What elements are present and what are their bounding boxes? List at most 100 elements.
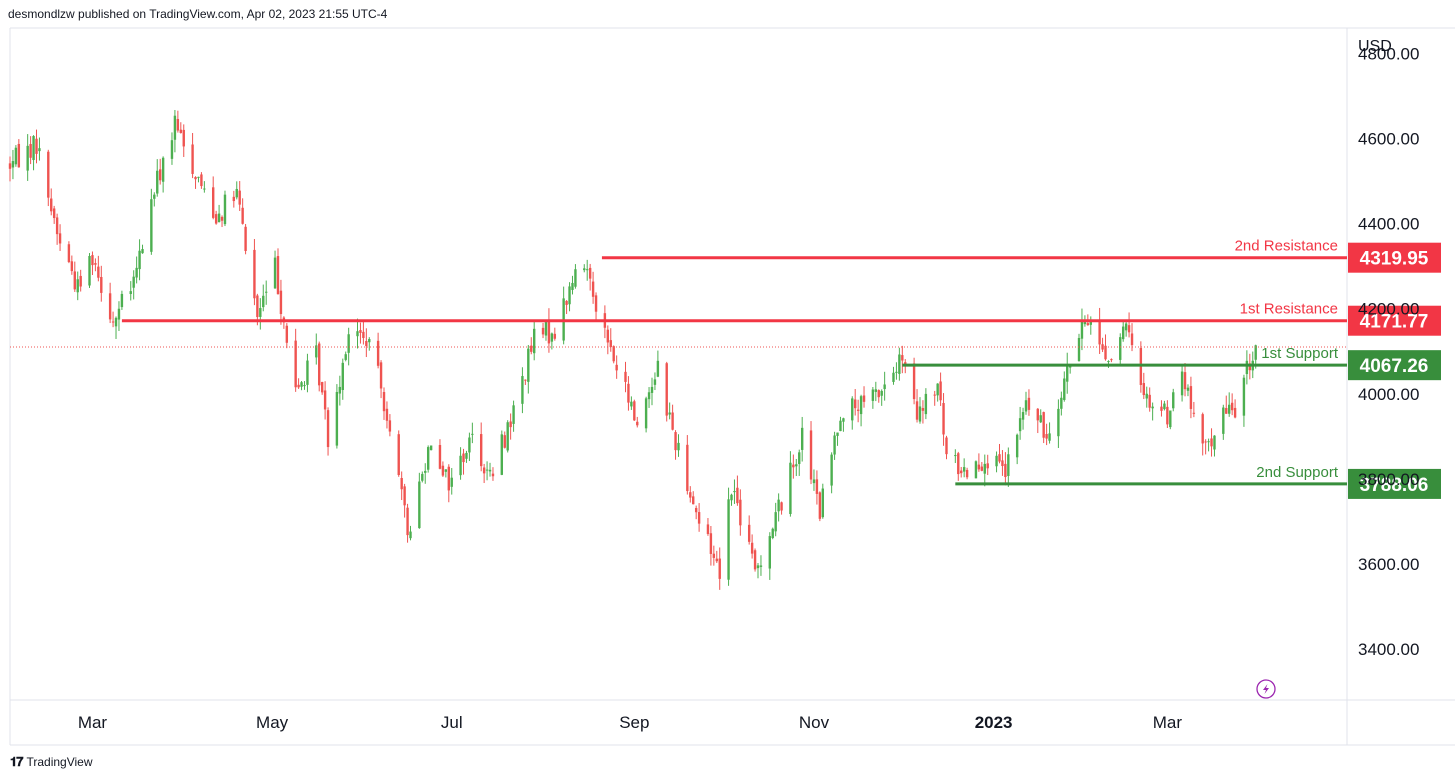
candle-body: [1048, 433, 1051, 441]
candle-body: [67, 244, 71, 263]
candle-body: [117, 308, 121, 320]
y-tick-label: 3400.00: [1358, 640, 1419, 659]
candle-body: [606, 329, 610, 343]
candle-body: [771, 528, 774, 538]
candle-body: [1180, 371, 1184, 396]
candle-body: [376, 340, 380, 366]
candle-body: [630, 401, 633, 407]
candle-body: [1169, 410, 1172, 428]
x-tick-label: May: [256, 713, 289, 732]
candle-body: [506, 422, 509, 451]
candle-body: [1060, 397, 1063, 409]
candle-body: [627, 383, 630, 403]
candle-body: [1230, 402, 1234, 411]
candle-body: [108, 293, 112, 320]
price-axis[interactable]: 4800.00 4600.00 4400.00 4200.00 4000.00 3800.…: [1358, 45, 1419, 659]
candle-body: [341, 362, 344, 391]
candle-body: [565, 300, 568, 305]
candle-body: [88, 256, 91, 286]
candle-body: [532, 328, 536, 354]
candle-body: [568, 286, 571, 305]
candle-body: [359, 330, 362, 333]
candle-body: [1121, 326, 1125, 340]
candle-body: [212, 187, 215, 218]
candle-body: [1077, 337, 1081, 362]
candle-body: [297, 384, 300, 388]
candle-body: [980, 466, 984, 471]
level-price-tag: [1348, 350, 1441, 381]
candle-body: [656, 360, 660, 377]
candle-body: [158, 169, 162, 181]
y-tick-label: 4400.00: [1358, 215, 1419, 234]
candle-body: [547, 320, 551, 344]
candle-body: [901, 355, 904, 361]
candle-body: [624, 371, 627, 382]
candle-body: [677, 442, 680, 451]
candle-body: [1148, 394, 1151, 408]
candle-body: [792, 464, 795, 468]
candle-body: [244, 226, 247, 251]
candle-body: [821, 488, 825, 518]
candle-body: [1225, 408, 1228, 414]
candle-body: [830, 454, 833, 486]
candle-body: [97, 266, 100, 278]
candle-body: [1036, 408, 1039, 421]
candle-body: [1254, 345, 1257, 360]
candle-body: [665, 363, 668, 416]
candle-body: [356, 331, 359, 337]
candle-body: [945, 437, 948, 455]
candle-body: [429, 445, 433, 451]
y-tick-label: 4600.00: [1358, 130, 1419, 149]
candle-body: [444, 469, 448, 472]
candle-body: [612, 346, 615, 362]
candle-body: [217, 213, 221, 223]
candle-body: [156, 170, 159, 194]
candle-body: [842, 418, 845, 422]
candle-body: [347, 334, 350, 353]
x-tick-label: Jul: [441, 713, 463, 732]
candle-body: [759, 565, 763, 567]
candle-body: [586, 269, 589, 271]
candle-body: [1186, 387, 1190, 391]
candle-body: [636, 421, 639, 426]
candle-body: [273, 257, 277, 289]
candle-body: [220, 216, 224, 221]
candle-body: [798, 452, 801, 464]
candle-body: [800, 427, 804, 450]
candle-body: [1089, 321, 1092, 325]
candle-body: [936, 383, 939, 396]
candle-body: [995, 455, 998, 467]
x-tick-label: Mar: [1153, 713, 1183, 732]
candle-body: [1039, 415, 1042, 423]
candle-body: [194, 177, 197, 180]
candle-body: [1045, 434, 1048, 439]
candle-body: [1021, 412, 1025, 420]
footer-brand[interactable]: 𝟏𝟕 TradingView: [10, 754, 93, 770]
candle-body: [76, 279, 79, 293]
candle-body: [1098, 319, 1101, 345]
candle-body: [836, 432, 839, 436]
brand-name: TradingView: [26, 755, 93, 769]
level-name: 1st Resistance: [1240, 301, 1338, 318]
level-price-label: 4067.26: [1360, 356, 1429, 377]
time-axis[interactable]: Mar May Jul Sep Nov 2023 Mar: [78, 713, 1183, 732]
candle-body: [232, 196, 236, 202]
candle-body: [818, 492, 822, 519]
candle-body: [1204, 441, 1207, 443]
candle-body: [94, 263, 97, 265]
candle-body: [403, 486, 406, 506]
candle-body: [70, 261, 74, 272]
y-tick-label: 4000.00: [1358, 385, 1419, 404]
lightning-icon[interactable]: [1256, 679, 1276, 699]
x-tick-label: 2023: [975, 713, 1013, 732]
candle-body: [1248, 363, 1252, 371]
candle-body: [1015, 434, 1019, 458]
candle-body: [182, 129, 185, 147]
candle-body: [1001, 460, 1004, 467]
candle-body: [379, 362, 383, 389]
candle-body: [1130, 333, 1134, 346]
candle-body: [689, 492, 692, 498]
candle-body: [362, 331, 365, 338]
candle-body: [153, 194, 156, 199]
